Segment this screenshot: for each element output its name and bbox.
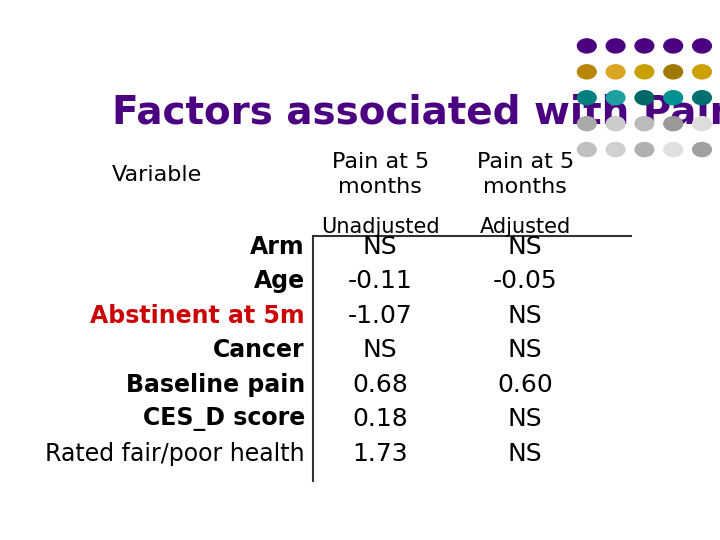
Text: NS: NS — [508, 235, 543, 259]
Text: NS: NS — [363, 235, 397, 259]
Text: Adjusted: Adjusted — [480, 217, 571, 237]
Text: Baseline pain: Baseline pain — [125, 373, 305, 397]
Text: Variable: Variable — [112, 165, 202, 185]
Text: NS: NS — [508, 304, 543, 328]
Text: NS: NS — [363, 339, 397, 362]
Text: Arm: Arm — [251, 235, 305, 259]
Text: Age: Age — [253, 269, 305, 293]
Text: -1.07: -1.07 — [348, 304, 413, 328]
Text: -0.11: -0.11 — [348, 269, 413, 293]
Text: Cancer: Cancer — [213, 339, 305, 362]
Text: NS: NS — [508, 442, 543, 466]
Text: -0.05: -0.05 — [493, 269, 557, 293]
Text: Pain at 5
months: Pain at 5 months — [331, 152, 429, 197]
Text: Unadjusted: Unadjusted — [321, 217, 439, 237]
Text: Abstinent at 5m: Abstinent at 5m — [90, 304, 305, 328]
Text: 1.73: 1.73 — [352, 442, 408, 466]
Text: Factors associated with Pain: Factors associated with Pain — [112, 94, 720, 132]
Text: Rated fair/poor health: Rated fair/poor health — [45, 442, 305, 466]
Text: 0.60: 0.60 — [498, 373, 553, 397]
Text: NS: NS — [508, 408, 543, 431]
Text: CES_D score: CES_D score — [143, 408, 305, 431]
Text: 0.68: 0.68 — [352, 373, 408, 397]
Text: Pain at 5
months: Pain at 5 months — [477, 152, 574, 197]
Text: NS: NS — [508, 339, 543, 362]
Text: 0.18: 0.18 — [352, 408, 408, 431]
